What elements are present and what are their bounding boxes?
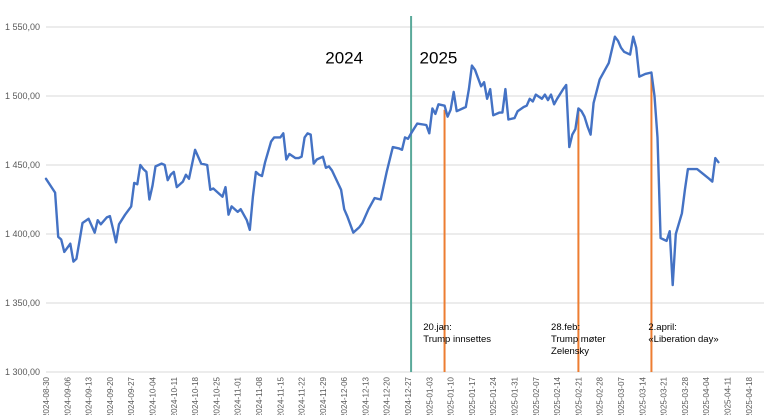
x-tick-label: 2024-12-13 — [361, 376, 370, 415]
series-line — [44, 35, 720, 287]
x-tick-label: 2025-01-03 — [425, 376, 434, 415]
y-tick-label: 1 550,00 — [5, 22, 40, 32]
x-tick-label: 2025-04-11 — [723, 376, 732, 415]
year-labels: 2024 2025 — [325, 49, 457, 68]
event-label: Trump innsettes — [423, 334, 491, 345]
y-tick-label: 1 350,00 — [5, 298, 40, 308]
x-tick-label: 2024-11-22 — [298, 376, 307, 415]
x-tick-label: 2025-04-18 — [745, 376, 754, 415]
x-tick-label: 2025-03-21 — [660, 376, 669, 415]
y-tick-label: 1 450,00 — [5, 160, 40, 170]
annotations: 20.jan:Trump innsettes 28.feb:Trump møter… — [423, 72, 719, 372]
x-tick-label: 2024-11-15 — [276, 376, 285, 415]
x-tick-label: 2025-04-04 — [702, 376, 711, 415]
x-tick-label: 2024-09-20 — [106, 376, 115, 415]
x-tick-label: 2024-11-01 — [234, 376, 243, 415]
year-label: 2025 — [420, 49, 458, 68]
x-tick-label: 2024-12-20 — [383, 376, 392, 415]
x-tick-label: 2024-11-29 — [319, 376, 328, 415]
x-tick-label: 2024-09-27 — [127, 376, 136, 415]
year-label: 2024 — [325, 49, 363, 68]
y-tick-label: 1 300,00 — [5, 367, 40, 377]
x-tick-label: 2025-01-10 — [447, 376, 456, 415]
x-tick-label: 2025-01-31 — [511, 376, 520, 415]
x-tick-label: 2024-12-06 — [340, 376, 349, 415]
y-tick-label: 1 400,00 — [5, 229, 40, 239]
y-tick-label: 1 500,00 — [5, 91, 40, 101]
x-tick-label: 2024-09-06 — [63, 376, 72, 415]
x-tick-label: 2025-03-14 — [638, 376, 647, 415]
x-tick-label: 2024-10-11 — [170, 376, 179, 415]
x-tick-label: 2024-11-08 — [255, 376, 264, 415]
event-label: «Liberation day» — [648, 334, 718, 345]
x-tick-label: 2025-03-07 — [617, 376, 626, 415]
x-tick-label: 2025-02-21 — [574, 376, 583, 415]
x-tick-label: 2025-01-24 — [489, 376, 498, 415]
x-axis: 2024-08-30 2024-09-06 2024-09-13 2024-09-20… — [42, 376, 754, 415]
x-tick-label: 2024-10-25 — [212, 376, 221, 415]
x-tick-label: 2024-09-13 — [85, 376, 94, 415]
x-tick-label: 2024-12-27 — [404, 376, 413, 415]
x-tick-label: 2025-03-28 — [681, 376, 690, 415]
event-label: 20.jan: — [423, 322, 452, 333]
event-label: Zelensky — [551, 346, 589, 357]
x-tick-label: 2024-10-18 — [191, 376, 200, 415]
x-tick-label: 2024-08-30 — [42, 376, 51, 415]
x-tick-label: 2025-01-17 — [468, 376, 477, 415]
event-label: 2.april: — [648, 322, 677, 333]
event-label: 28.feb: — [551, 322, 580, 333]
x-tick-label: 2025-02-07 — [532, 376, 541, 415]
series-group — [44, 35, 720, 287]
x-tick-label: 2025-02-28 — [596, 376, 605, 415]
x-tick-label: 2024-10-04 — [148, 376, 157, 415]
grid-lines — [46, 26, 764, 373]
x-tick-label: 2025-02-14 — [553, 376, 562, 415]
y-axis: 1 300,00 1 350,00 1 400,00 1 450,00 1 500,00… — [5, 22, 40, 377]
event-label: Trump møter — [551, 334, 606, 345]
